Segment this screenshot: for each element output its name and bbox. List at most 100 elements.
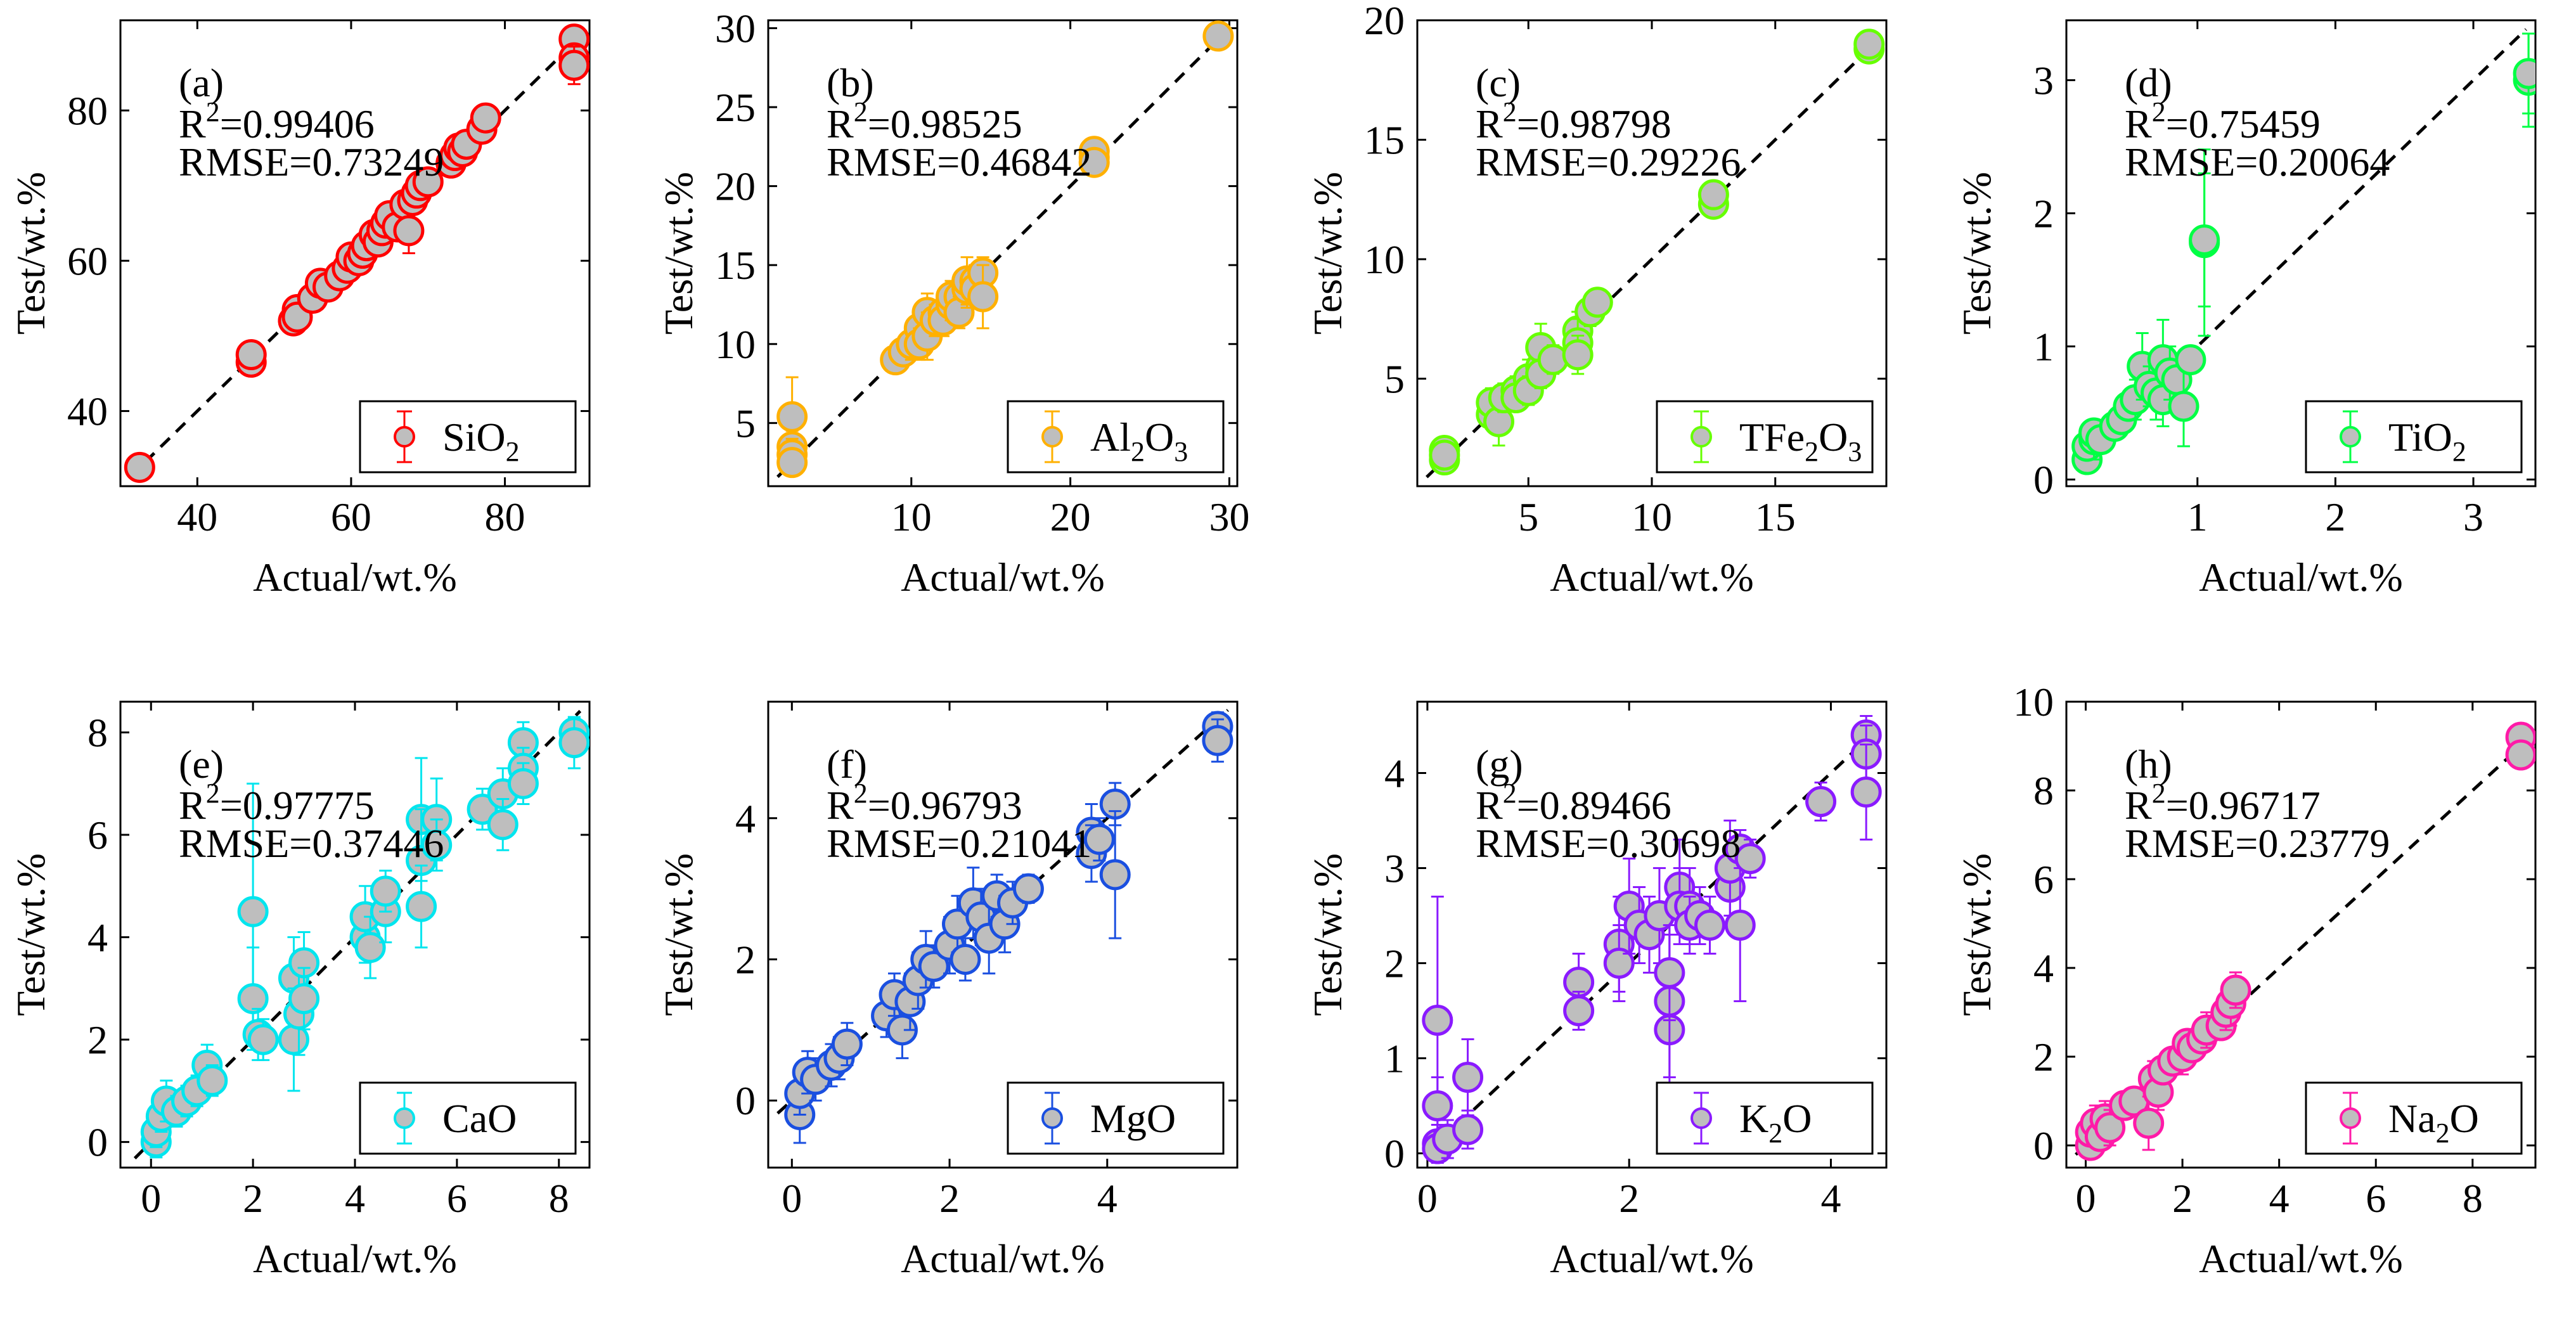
rmse-annotation: RMSE=0.29226 (1476, 139, 1741, 184)
panel-g: 0 2 401234Actual/wt.%Test/wt.%(g)R2=0.8946… (1305, 700, 1888, 1281)
data-point (1202, 718, 1233, 763)
panel-b: 10 20 30 5 10 15 20 25 30 Actual/wt.% Test/wt.% (b)… (656, 6, 1249, 600)
data-marker (1853, 29, 1885, 60)
plot-area (124, 23, 589, 483)
legend-label: K2O (1739, 1096, 1812, 1149)
y-tick-label: 6 (87, 813, 108, 858)
r2-label: R (179, 101, 206, 146)
r2-value: =0.98525 (868, 101, 1022, 146)
data-point (1563, 991, 1595, 1031)
legend-label: TiO2 (2388, 415, 2466, 467)
rmse-annotation: RMSE=0.21041 (827, 821, 1092, 866)
y-tick-label: 4 (1384, 751, 1405, 796)
r2-value: =0.96793 (868, 783, 1022, 828)
plot-area (2071, 28, 2535, 475)
data-point (1697, 179, 1729, 210)
reference-line-1-to-1 (1426, 40, 1878, 479)
data-point (950, 937, 981, 982)
data-marker (124, 451, 155, 483)
data-point (2094, 1109, 2126, 1147)
data-point (2513, 32, 2535, 115)
y-tick-label: 2 (1384, 941, 1405, 986)
data-marker (2220, 974, 2251, 1006)
data-marker (2513, 58, 2535, 89)
data-point (487, 797, 518, 851)
r2-annotation: R2=0.98798 (1476, 96, 1671, 146)
legend-subscript: 3 (1848, 436, 1862, 467)
panel-label: (c) (1476, 60, 1521, 105)
y-axis-label: Test/wt.% (1954, 172, 1999, 335)
legend-text: SiO (442, 415, 506, 460)
x-tick-label: 10 (891, 494, 932, 539)
data-marker (2189, 224, 2220, 255)
legend-marker (2340, 426, 2361, 448)
data-point (467, 787, 498, 831)
y-tick-label: 10 (2013, 680, 2054, 725)
data-marker (1697, 179, 1729, 210)
r2-annotation: R2=0.99406 (179, 96, 375, 146)
data-marker (831, 1028, 863, 1060)
r2-value: =0.89466 (1517, 783, 1671, 828)
data-marker (1422, 1090, 1453, 1121)
y-tick-label: 80 (67, 88, 108, 133)
y-axis-label: Test/wt.% (8, 172, 53, 335)
rmse-annotation: RMSE=0.73249 (179, 139, 444, 184)
y-axis-label: Test/wt.% (1305, 853, 1350, 1016)
data-point (1581, 287, 1613, 318)
data-point (507, 762, 539, 806)
r2-superscript: 2 (854, 96, 868, 127)
legend: SiO2 (359, 400, 577, 474)
data-marker (1078, 146, 1110, 178)
data-point (967, 264, 999, 330)
x-tick-label: 4 (345, 1176, 365, 1221)
data-marker (412, 166, 444, 198)
data-point (1853, 29, 1885, 60)
panel-label: (d) (2125, 60, 2172, 105)
r2-superscript: 2 (2152, 778, 2166, 809)
data-point (354, 915, 386, 979)
data-marker (235, 339, 267, 371)
x-axis-label: Actual/wt.% (901, 555, 1105, 600)
legend-subscript: 2 (1805, 436, 1819, 467)
data-point (1452, 1109, 1484, 1150)
y-tick-label: 0 (2033, 458, 2054, 503)
panel-label: (a) (179, 60, 224, 105)
x-tick-label: 0 (2076, 1176, 2096, 1221)
y-tick-label: 0 (735, 1078, 756, 1123)
x-tick-label: 20 (1050, 494, 1091, 539)
y-tick-label: 2 (2033, 1034, 2054, 1079)
legend-subscript: 2 (2436, 1118, 2450, 1149)
data-point (776, 447, 808, 479)
y-tick-label: 5 (1384, 356, 1405, 401)
legend-text: TiO (2388, 415, 2452, 460)
y-tick-label: 3 (1384, 846, 1405, 891)
panel-e: 0 2 4 6 802468Actual/wt.%Test/wt.%(e)R2=0.97… (8, 700, 591, 1281)
r2-annotation: R2=0.89466 (1476, 778, 1671, 828)
y-tick-label: 20 (1364, 0, 1405, 43)
data-point (1850, 744, 1882, 841)
data-marker (776, 401, 808, 432)
r2-label: R (1476, 783, 1503, 828)
legend-label: SiO2 (442, 415, 520, 467)
x-tick-label: 2 (2325, 494, 2345, 539)
data-marker (507, 768, 539, 799)
data-marker (354, 932, 386, 963)
data-point (421, 818, 453, 872)
panel-h: 0 2 4 6 80246810Actual/wt.%Test/wt.%(h)R2=0.… (1954, 680, 2537, 1281)
legend-subscript: 3 (1174, 436, 1188, 467)
r2-superscript: 2 (854, 778, 868, 809)
x-tick-label: 2 (1619, 1176, 1639, 1221)
x-tick-label: 8 (2463, 1176, 2483, 1221)
data-point (941, 894, 973, 953)
y-tick-label: 2 (735, 937, 756, 982)
data-point (1562, 335, 1594, 375)
r2-superscript: 2 (206, 96, 220, 127)
reference-line-1-to-1 (776, 28, 1229, 479)
y-tick-label: 4 (2033, 946, 2054, 991)
r2-value: =0.75459 (2166, 101, 2321, 146)
data-marker (421, 829, 453, 861)
legend-marker (394, 1107, 415, 1129)
data-marker (1581, 287, 1613, 318)
data-point (196, 1064, 228, 1097)
data-marker (1694, 910, 1726, 941)
